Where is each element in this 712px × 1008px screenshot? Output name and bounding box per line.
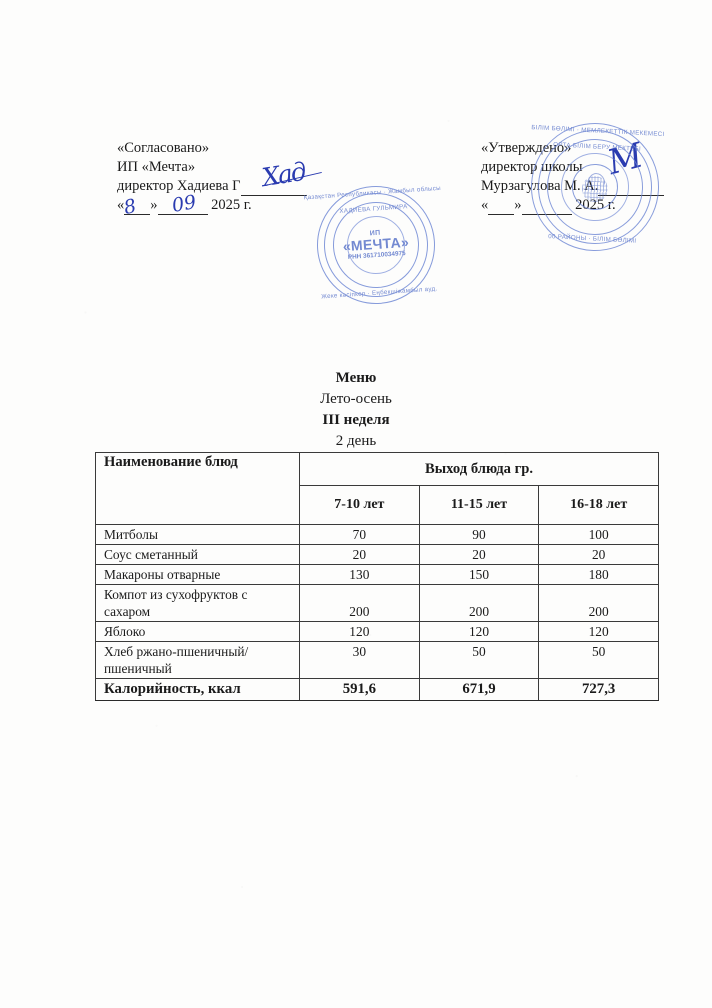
cell-value-11-15: 150 [418, 564, 540, 585]
date-quote-open-right: « [481, 197, 489, 213]
table-header-row-ages: 7-10 лет 11-15 лет 16-18 лет [96, 485, 659, 525]
menu-heading: Меню [335, 370, 377, 386]
menu-table: Наименование блюд Выход блюда гр. 7-10 л… [94, 452, 659, 701]
date-month-rule-left [157, 201, 208, 215]
approval-left-date-line: « » 2025 г. [117, 196, 307, 215]
cell-total-7-10: 591,6 [299, 678, 420, 701]
approval-right-line2: директор школы [481, 159, 583, 175]
table-row: Хлеб ржано-пшеничный/пшеничный 30 50 50 [94, 641, 659, 679]
stamp-arc-outer-mechta: Қазақстан Республикасы · Жамбыл облысы [303, 184, 442, 202]
approval-left-director-label: директор Хадиева Г [117, 178, 241, 194]
date-quote-close-left: » [150, 197, 158, 213]
cell-total-label: Калорийность, ккал [94, 678, 301, 701]
menu-day: 2 день [335, 433, 377, 449]
stamp-arc-bottom-mechta: Жеке кәсіпкер · Еңбекшіжамбыл ауд. [320, 285, 438, 301]
cell-value-7-10: 30 [299, 641, 420, 679]
cell-value-7-10: 70 [299, 524, 420, 545]
approval-right-line1: «Утверждено» [481, 140, 572, 156]
stamp-arc-bottom-school: 00 РАЙОНЫ · БІЛІМ БӨЛІМІ [547, 233, 637, 245]
approval-left-line2: ИП «Мечта» [117, 159, 196, 175]
cell-value-16-18: 100 [538, 524, 659, 545]
approval-block-right: «Утверждено» директор школы Мурзагулова … [481, 139, 665, 215]
approval-right-director-label: Мурзагулова М. А. [481, 178, 599, 194]
date-year-right: 2025 г. [575, 197, 616, 213]
cell-dish-name: Митболы [94, 524, 301, 545]
table-header-row-top: Наименование блюд Выход блюда гр. [94, 452, 659, 525]
cell-value-7-10: 130 [299, 564, 420, 585]
cell-total-16-18: 727,3 [538, 678, 659, 701]
signature-rule-left [240, 182, 307, 196]
approval-left-line1: «Согласовано» [117, 140, 210, 156]
stamp-ring-second [320, 189, 432, 301]
approval-block-left: «Согласовано» ИП «Мечта» директор Хадиев… [117, 139, 307, 215]
date-day-rule-right [488, 201, 515, 215]
approval-right-date-line: « » 2025 г. [481, 196, 664, 215]
cell-dish-name: Соус сметанный [94, 544, 301, 565]
cell-value-11-15: 50 [418, 641, 540, 679]
cell-dish-name: Макароны отварные [94, 564, 301, 585]
cell-value-7-10: 200 [299, 584, 420, 622]
stamp-label-rnn: РНН 361710034975 [347, 250, 406, 262]
cell-value-16-18: 180 [538, 564, 659, 585]
signature-rule-right [598, 182, 665, 196]
menu-table-body: Митболы 70 90 100 Соус сметанный 20 20 2… [94, 524, 659, 701]
stamp-ring-inner [345, 214, 407, 276]
cell-value-7-10: 20 [299, 544, 420, 565]
date-day-rule-left [124, 201, 151, 215]
column-header-yield: Выход блюда гр. [299, 452, 659, 486]
menu-title-block: Меню Лето-осень III неделя 2 день [0, 368, 712, 452]
menu-week: III неделя [322, 412, 390, 428]
cell-dish-name: Хлеб ржано-пшеничный/пшеничный [94, 641, 301, 679]
table-row-total-calories: Калорийность, ккал 591,6 671,9 727,3 [94, 678, 659, 701]
approval-right-director-line: Мурзагулова М. А. [481, 177, 665, 196]
cell-value-11-15: 200 [418, 584, 540, 622]
date-quote-close-right: » [514, 197, 522, 213]
table-row: Митболы 70 90 100 [94, 524, 659, 545]
table-row: Соус сметанный 20 20 20 [94, 544, 659, 565]
cell-value-11-15: 20 [418, 544, 540, 565]
cell-value-11-15: 90 [418, 524, 540, 545]
cell-value-16-18: 120 [538, 621, 659, 642]
date-year-left: 2025 г. [211, 197, 252, 213]
approval-left-director-line: директор Хадиева Г [117, 177, 307, 196]
stamp-arc-text-mechta: Қазақстан Республикасы · Жамбыл облысы Х… [304, 182, 442, 308]
stamp-label-name: «МЕЧТА» [342, 234, 410, 255]
stamp-arc-outer-school: БІЛІМ БӨЛІМІ · МЕМЛЕКЕТТІК МЕКЕМЕСІ [531, 124, 665, 139]
stamp-ip-mechta: Қазақстан Республикасы · Жамбыл облысы Х… [304, 182, 442, 308]
menu-table-head: Наименование блюд Выход блюда гр. 7-10 л… [94, 452, 659, 525]
table-row: Компот из сухофруктов с сахаром 200 200 … [94, 584, 659, 622]
stamp-ring-outer [313, 182, 439, 308]
cell-value-16-18: 20 [538, 544, 659, 565]
column-header-age-16-18: 16-18 лет [538, 485, 659, 525]
cell-value-16-18: 50 [538, 641, 659, 679]
stamp-arc-inner-mechta: ХАДИЕВА ГУЛЬМИРА [339, 203, 408, 215]
table-row: Яблоко 120 120 120 [94, 621, 659, 642]
stamp-label-ip: ИП [369, 229, 381, 238]
cell-value-11-15: 120 [418, 621, 540, 642]
cell-value-7-10: 120 [299, 621, 420, 642]
column-header-age-11-15: 11-15 лет [418, 485, 540, 525]
date-month-rule-right [521, 201, 572, 215]
menu-season: Лето-осень [320, 391, 392, 407]
stamp-center-mechta: ИП «МЕЧТА» РНН 361710034975 [313, 182, 439, 308]
column-header-dish: Наименование блюд [94, 452, 301, 525]
cell-value-16-18: 200 [538, 584, 659, 622]
stamp-ring-third [330, 199, 422, 291]
date-quote-open-left: « [117, 197, 125, 213]
cell-dish-name: Яблоко [94, 621, 301, 642]
cell-total-11-15: 671,9 [418, 678, 540, 701]
cell-dish-name: Компот из сухофруктов с сахаром [94, 584, 301, 622]
table-row: Макароны отварные 130 150 180 [94, 564, 659, 585]
column-header-age-7-10: 7-10 лет [299, 485, 420, 525]
